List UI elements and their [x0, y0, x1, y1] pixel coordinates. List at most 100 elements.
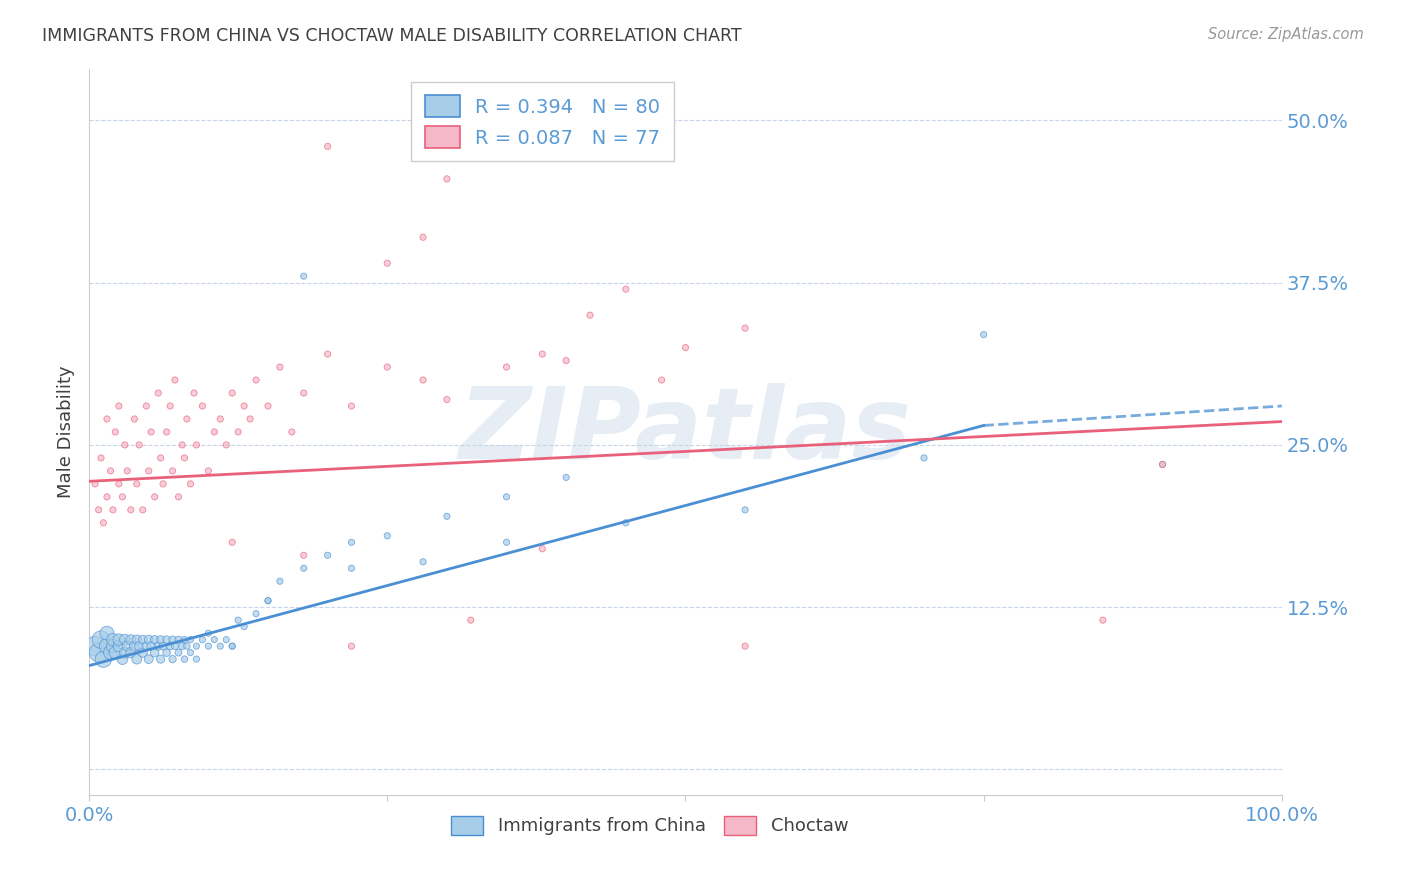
Point	[209, 412, 232, 426]
Point	[245, 373, 267, 387]
Point	[167, 490, 190, 504]
Point	[340, 535, 363, 549]
Point	[197, 464, 219, 478]
Point	[316, 347, 339, 361]
Text: ZIPatlas: ZIPatlas	[458, 384, 912, 481]
Point	[197, 626, 219, 640]
Point	[292, 269, 315, 284]
Point	[90, 632, 112, 647]
Point	[257, 593, 280, 607]
Point	[257, 399, 280, 413]
Point	[108, 639, 131, 653]
Point	[120, 646, 142, 660]
Point	[179, 476, 201, 491]
Point	[614, 516, 637, 530]
Point	[87, 646, 110, 660]
Point	[555, 470, 578, 484]
Point	[84, 639, 107, 653]
Point	[375, 360, 398, 375]
Point	[162, 632, 184, 647]
Point	[495, 535, 517, 549]
Point	[460, 613, 482, 627]
Point	[84, 476, 107, 491]
Point	[233, 399, 256, 413]
Point	[138, 464, 160, 478]
Point	[221, 639, 243, 653]
Point	[173, 632, 195, 647]
Point	[1152, 458, 1174, 472]
Point	[100, 464, 122, 478]
Point	[191, 632, 214, 647]
Point	[162, 652, 184, 666]
Point	[128, 438, 150, 452]
Point	[163, 639, 186, 653]
Point	[1152, 458, 1174, 472]
Point	[495, 360, 517, 375]
Point	[226, 613, 249, 627]
Point	[96, 626, 118, 640]
Point	[176, 639, 198, 653]
Point	[412, 555, 434, 569]
Point	[155, 425, 177, 439]
Point	[281, 425, 304, 439]
Point	[197, 639, 219, 653]
Point	[143, 490, 166, 504]
Point	[269, 360, 291, 375]
Point	[215, 438, 238, 452]
Point	[132, 646, 155, 660]
Point	[340, 561, 363, 575]
Point	[138, 632, 160, 647]
Point	[375, 529, 398, 543]
Point	[93, 516, 115, 530]
Point	[93, 652, 115, 666]
Point	[221, 639, 243, 653]
Point	[163, 373, 186, 387]
Point	[186, 639, 208, 653]
Point	[114, 646, 136, 660]
Point	[101, 503, 124, 517]
Point	[675, 341, 697, 355]
Point	[734, 321, 756, 335]
Point	[579, 308, 602, 322]
Point	[436, 172, 458, 186]
Point	[239, 412, 262, 426]
Point	[111, 652, 134, 666]
Point	[202, 425, 225, 439]
Point	[186, 438, 208, 452]
Point	[96, 639, 118, 653]
Point	[269, 574, 291, 589]
Point	[125, 652, 148, 666]
Point	[226, 425, 249, 439]
Point	[167, 646, 190, 660]
Point	[221, 535, 243, 549]
Point	[202, 632, 225, 647]
Point	[1091, 613, 1114, 627]
Point	[340, 399, 363, 413]
Point	[159, 639, 181, 653]
Point	[124, 639, 146, 653]
Point	[245, 607, 267, 621]
Point	[412, 230, 434, 244]
Point	[120, 632, 142, 647]
Point	[135, 399, 157, 413]
Point	[155, 646, 177, 660]
Legend: Immigrants from China, Choctaw: Immigrants from China, Choctaw	[441, 807, 858, 845]
Point	[375, 256, 398, 270]
Point	[149, 652, 172, 666]
Point	[191, 399, 214, 413]
Point	[143, 632, 166, 647]
Point	[96, 412, 118, 426]
Point	[152, 639, 174, 653]
Point	[143, 646, 166, 660]
Y-axis label: Male Disability: Male Disability	[58, 366, 75, 499]
Point	[340, 639, 363, 653]
Point	[221, 386, 243, 401]
Text: IMMIGRANTS FROM CHINA VS CHOCTAW MALE DISABILITY CORRELATION CHART: IMMIGRANTS FROM CHINA VS CHOCTAW MALE DI…	[42, 27, 742, 45]
Point	[316, 139, 339, 153]
Point	[108, 399, 131, 413]
Point	[734, 639, 756, 653]
Point	[436, 392, 458, 407]
Point	[555, 353, 578, 368]
Point	[149, 450, 172, 465]
Point	[132, 632, 155, 647]
